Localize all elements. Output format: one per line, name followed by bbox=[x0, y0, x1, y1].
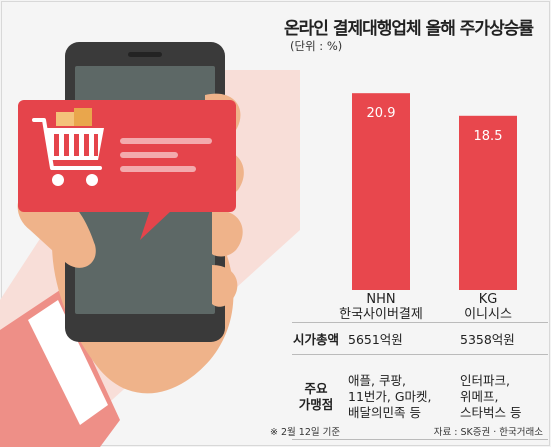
market-cap-header: 시가총액 bbox=[292, 322, 340, 355]
phone-speaker bbox=[128, 52, 162, 57]
bar-kg bbox=[459, 115, 517, 290]
unit-label: (단위 : %) bbox=[290, 39, 343, 53]
category-label-line: KG bbox=[478, 292, 498, 307]
category-label-line: 한국사이버결제 bbox=[339, 307, 423, 322]
category-label-line: NHN bbox=[366, 292, 396, 307]
bar-nhn bbox=[352, 93, 410, 290]
chart-title: 온라인 결제대행업체 올해 주가상승률 bbox=[284, 19, 534, 39]
category-label-kg: KG 이니시스 bbox=[428, 292, 548, 322]
source-note: 자료 : SK증권 · 한국거래소 bbox=[433, 427, 543, 438]
market-cap-nhn: 5651억원 bbox=[340, 322, 452, 355]
data-label: 18.5 bbox=[474, 129, 503, 144]
speech-bubble-tail bbox=[140, 210, 172, 240]
merchants-header: 주요 가맹점 bbox=[292, 354, 340, 440]
finger-4 bbox=[212, 265, 238, 307]
bubble-line-2 bbox=[120, 152, 178, 158]
bar-chart: 20.9 18.5 bbox=[352, 93, 517, 290]
merchants-row: 주요 가맹점 애플, 쿠팡, 11번가, G마켓, 배달의민족 등 인터파크, … bbox=[292, 354, 548, 440]
category-label-line: 이니시스 bbox=[464, 307, 512, 322]
merchants-nhn: 애플, 쿠팡, 11번가, G마켓, 배달의민족 등 bbox=[340, 354, 452, 440]
merchants-kg: 인터파크, 위메프, 스타벅스 등 bbox=[452, 354, 548, 440]
shopping-cart-icon bbox=[32, 108, 104, 186]
date-note: ※ 2월 12일 기준 bbox=[270, 427, 341, 438]
smartphone-shopping-illustration bbox=[0, 42, 300, 447]
merchants-header-line: 주요 bbox=[304, 381, 328, 396]
info-table: 시가총액 5651억원 5358억원 주요 가맹점 애플, 쿠팡, 11번가, … bbox=[292, 322, 548, 440]
merchants-header-line: 가맹점 bbox=[298, 397, 334, 412]
finger-3 bbox=[212, 209, 243, 257]
market-cap-kg: 5358억원 bbox=[452, 322, 548, 355]
bubble-line-1 bbox=[120, 138, 212, 144]
data-label: 20.9 bbox=[367, 106, 396, 121]
bubble-line-3 bbox=[120, 166, 196, 172]
market-cap-row: 시가총액 5651억원 5358억원 bbox=[292, 322, 548, 355]
cuff bbox=[28, 300, 108, 425]
category-label-nhn: NHN 한국사이버결제 bbox=[321, 292, 441, 322]
